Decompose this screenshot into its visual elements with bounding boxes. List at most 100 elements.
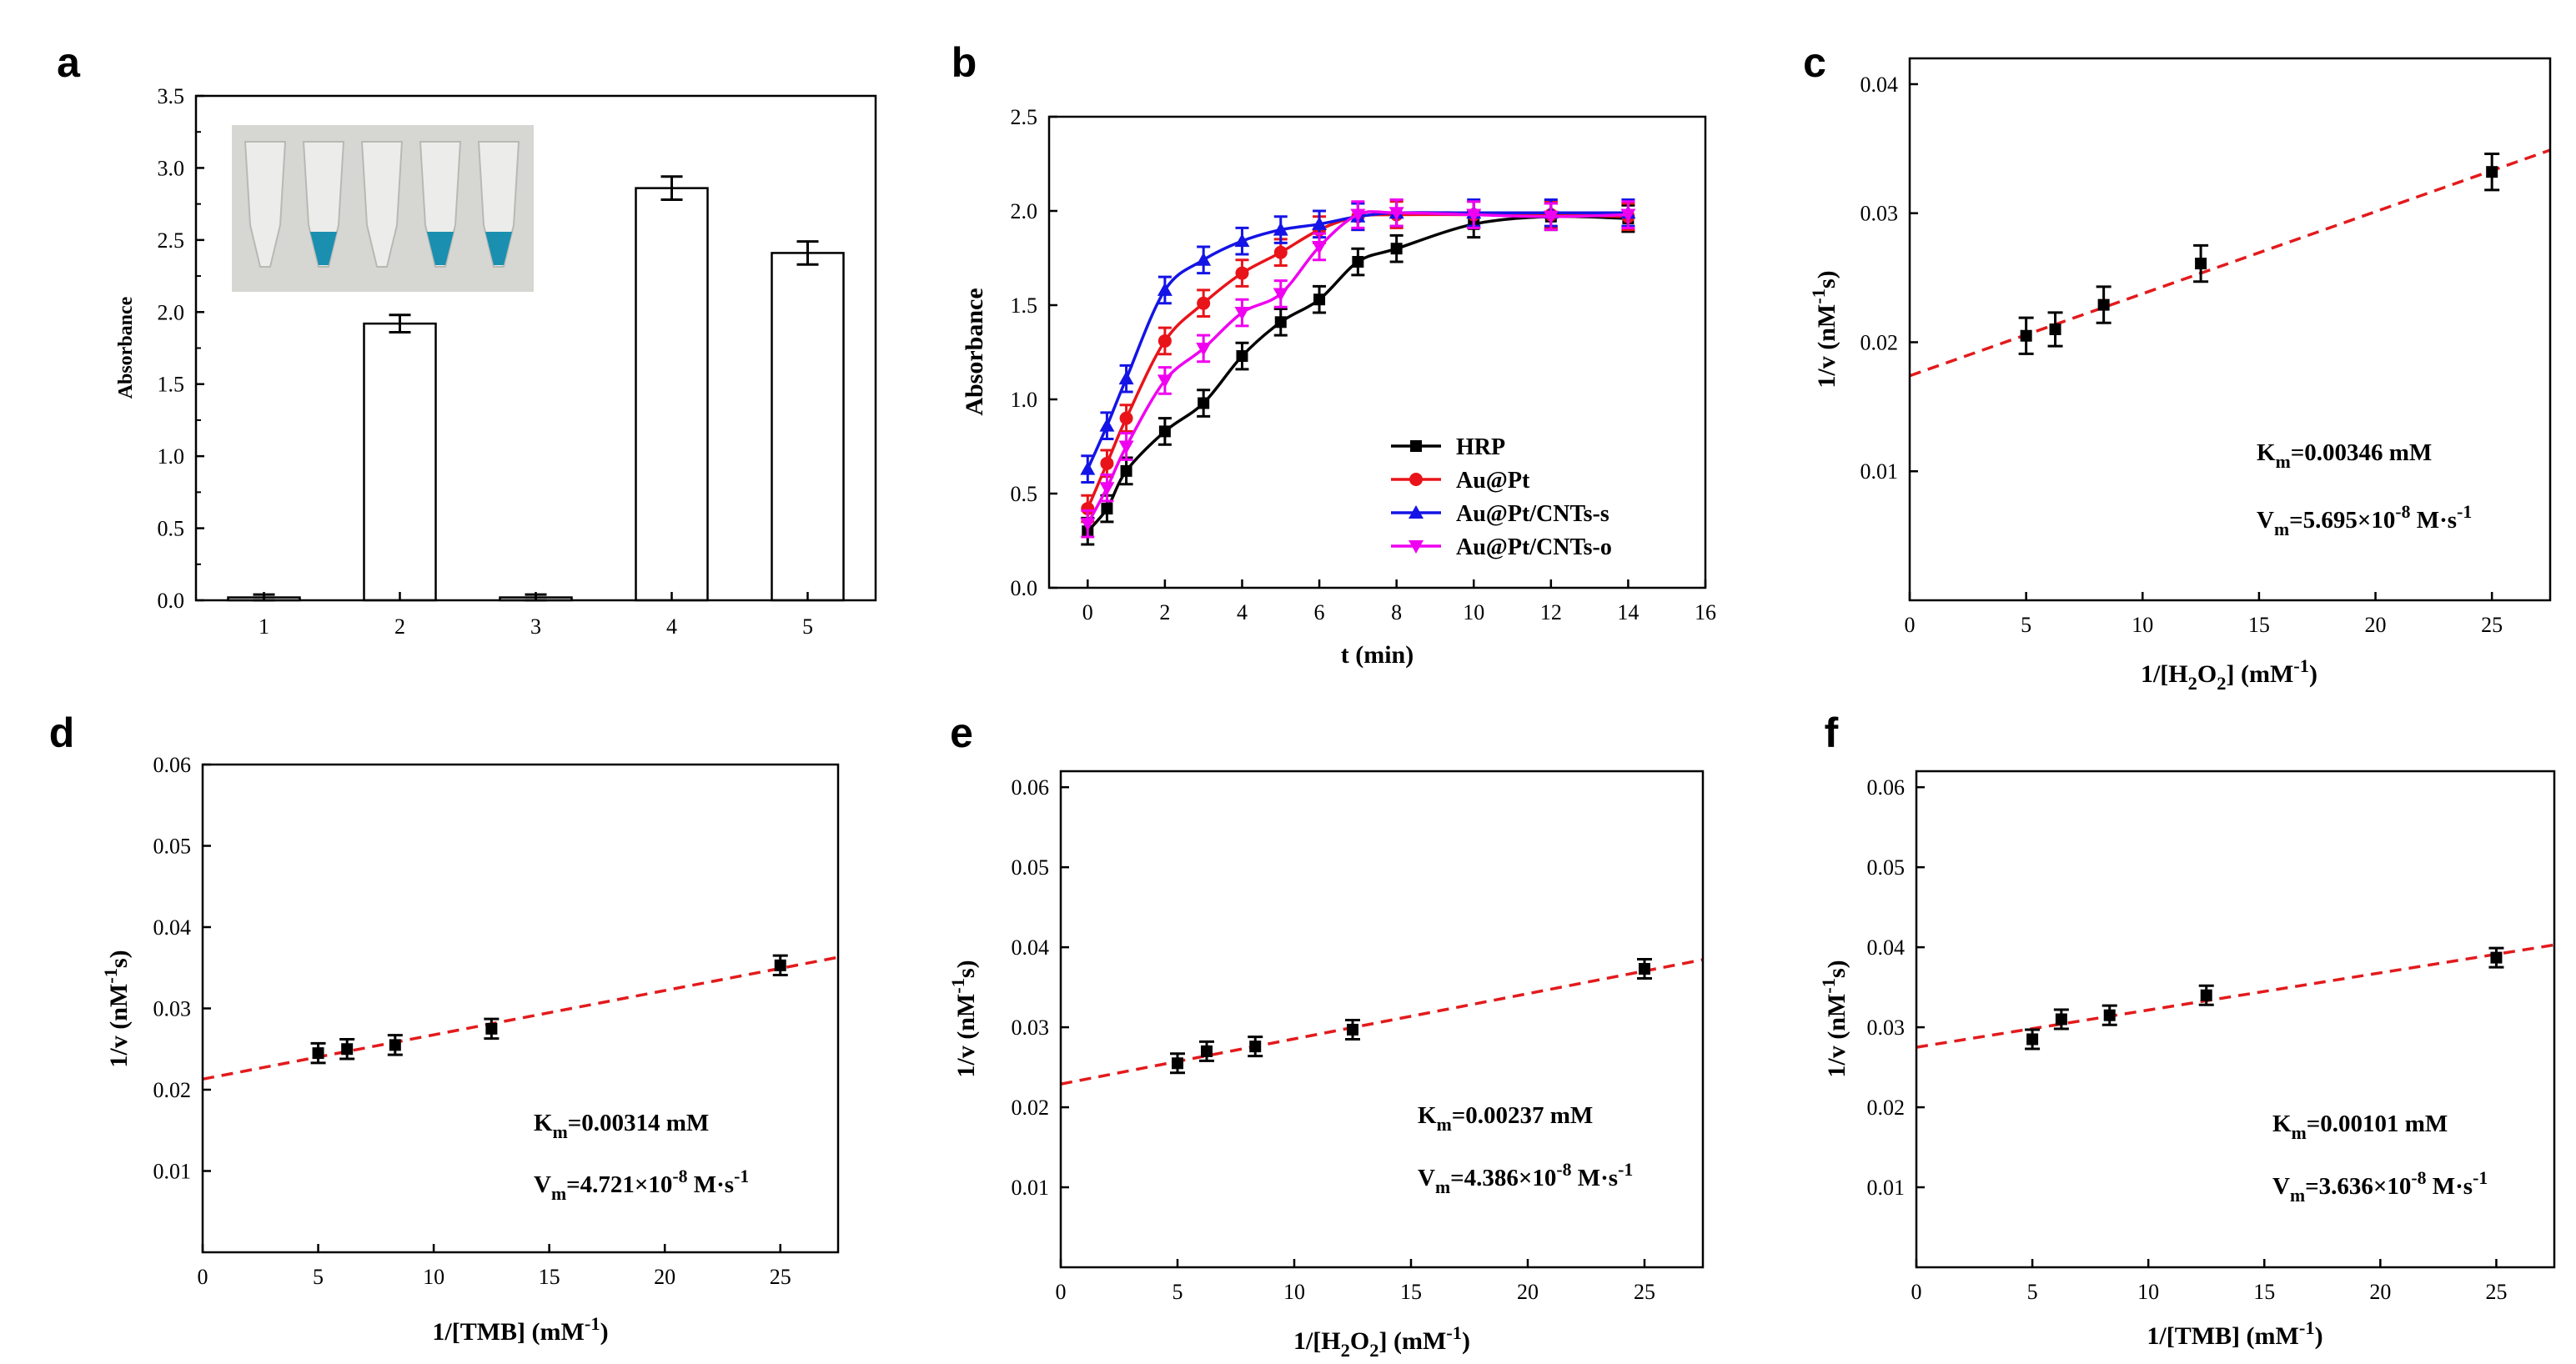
tube-icon [244,141,287,268]
data-point [1198,397,1210,409]
x-tick-label: 15 [2253,1280,2275,1304]
x-tick-label: 10 [423,1265,444,1289]
data-point [1249,1041,1262,1053]
text-part: ) [2315,1322,2323,1350]
text-part: m [551,1184,566,1204]
x-axis-title: 1/[H2O2] (mM-1) [1293,1322,1470,1361]
y-tick-label: 0.02 [1867,1096,1906,1120]
y-tick-label: 2.0 [158,300,185,324]
legend-label: Au@Pt/CNTs-s [1456,501,1609,527]
text-part: m [553,1122,568,1142]
x-tick-label: 0 [1082,600,1093,624]
x-tick-label: 14 [1617,600,1639,624]
y-tick-label: 0.5 [158,517,185,541]
x-axis-title: 1/[TMB] (mM-1) [432,1313,608,1346]
vm-annotation: Vm=4.721×10-8 M·s-1 [534,1166,749,1204]
x-tick-label: 2 [394,614,405,639]
panel-letter-c: c [1803,39,1826,86]
data-point [1100,456,1114,470]
y-tick-label: 0.01 [1860,459,1899,484]
data-point [485,1022,498,1035]
panel-b: b 0.0 0.5 1.0 1.5 2.0 2.5 0 2 4 6 8 10 12 14 16 t (min) A… [952,39,1716,669]
blue-solution [427,232,454,265]
y-tick-label: 2.5 [158,228,185,253]
text-part: -1 [2299,1317,2315,1338]
panel-f: f 0.01 0.02 0.03 0.04 0.05 0.06 0 5 10 15 20 25 1/[TM… [1818,710,2556,1350]
y-tick-label: 1.5 [158,373,185,397]
y-tick-label: 0.03 [1867,1015,1906,1040]
x-tick-label: 4 [666,614,677,639]
plot-frame [1915,770,2556,1269]
text-part: -1 [2473,1168,2488,1188]
data-point [341,1043,354,1056]
text-part: ] (mM [2226,660,2293,688]
y-tick-label: 0.05 [153,835,192,859]
text-part: 2 [2188,673,2197,694]
data-point [1620,208,1636,223]
text-part: s) [1813,270,1840,288]
data-point [2195,258,2207,270]
data-point [1120,464,1132,477]
data-point [1409,473,1423,486]
x-tick-label: 15 [539,1265,560,1289]
data-point [2097,298,2110,311]
text-part: M·s [2411,507,2458,534]
x-tick-label: 5 [2027,1280,2038,1304]
data-point [1235,266,1249,280]
x-tick-label: 6 [1314,600,1325,624]
data-point [1081,502,1095,516]
bar [363,322,437,602]
text-part: -8 [672,1166,687,1186]
text-part: s) [952,960,980,978]
bar [771,252,845,602]
text-part: s) [1823,960,1850,978]
km-annotation: Km=0.00237 mM [1418,1102,1593,1135]
vm-annotation: Vm=5.695×10-8 M·s-1 [2257,502,2472,539]
data-point [1347,1023,1358,1036]
fit-line [202,955,839,1081]
data-point [2490,951,2503,964]
data-point [2020,329,2032,342]
text-part: 1/[H [2141,660,2188,688]
y-tick-label: 3.5 [158,84,185,108]
y-axis-title: 1/v (nM-1s) [1808,270,1840,388]
text-part: K [2272,1111,2292,1137]
text-part: V [534,1171,551,1198]
y-tick-label: 0.01 [1012,1176,1050,1200]
data-point [1118,371,1134,385]
text-part: ] (mM [1378,1327,1446,1355]
blue-solution [485,232,512,265]
x-tick-label: 4 [1237,600,1248,624]
text-part: 1/v (nM [1823,994,1850,1078]
text-part: m [2290,1186,2305,1206]
text-part: 2 [1369,1340,1378,1361]
text-part: V [1418,1165,1435,1191]
x-tick-label: 5 [2021,613,2031,637]
y-axis-title: Absorbance [961,288,988,415]
text-part: 1/[H [1293,1327,1341,1355]
data-point [1312,216,1328,230]
y-tick-label: 2.0 [1011,199,1038,223]
text-part: 2 [1341,1340,1350,1361]
panel-d: d 0.01 0.02 0.03 0.04 0.05 0.06 0 5 10 15 20 25 1/[TM… [49,710,840,1346]
data-point [1350,208,1366,223]
text-part: M·s [688,1171,735,1198]
data-point [1313,293,1326,306]
y-tick-label: 0.02 [153,1078,192,1102]
y-tick-label: 0.06 [1867,775,1906,800]
data-point [1197,296,1211,310]
legend-label: HRP [1456,434,1505,460]
text-part: -1 [1818,978,1839,994]
y-tick-label: 0.06 [153,753,192,777]
x-axis-title: 1/[TMB] (mM-1) [2147,1317,2322,1350]
data-point [1352,256,1364,268]
y-tick-label: 3.0 [158,156,185,180]
data-point [1118,440,1134,454]
y-tick-label: 0.0 [158,589,185,613]
x-tick-label: 15 [2248,613,2270,637]
plot-frame [1047,115,1707,589]
x-tick-label: 25 [2485,1280,2507,1304]
data-point [1196,342,1212,356]
y-axis-title: 1/v (nM-1s) [100,950,133,1067]
y-axis-title: Absorbance [115,296,137,399]
